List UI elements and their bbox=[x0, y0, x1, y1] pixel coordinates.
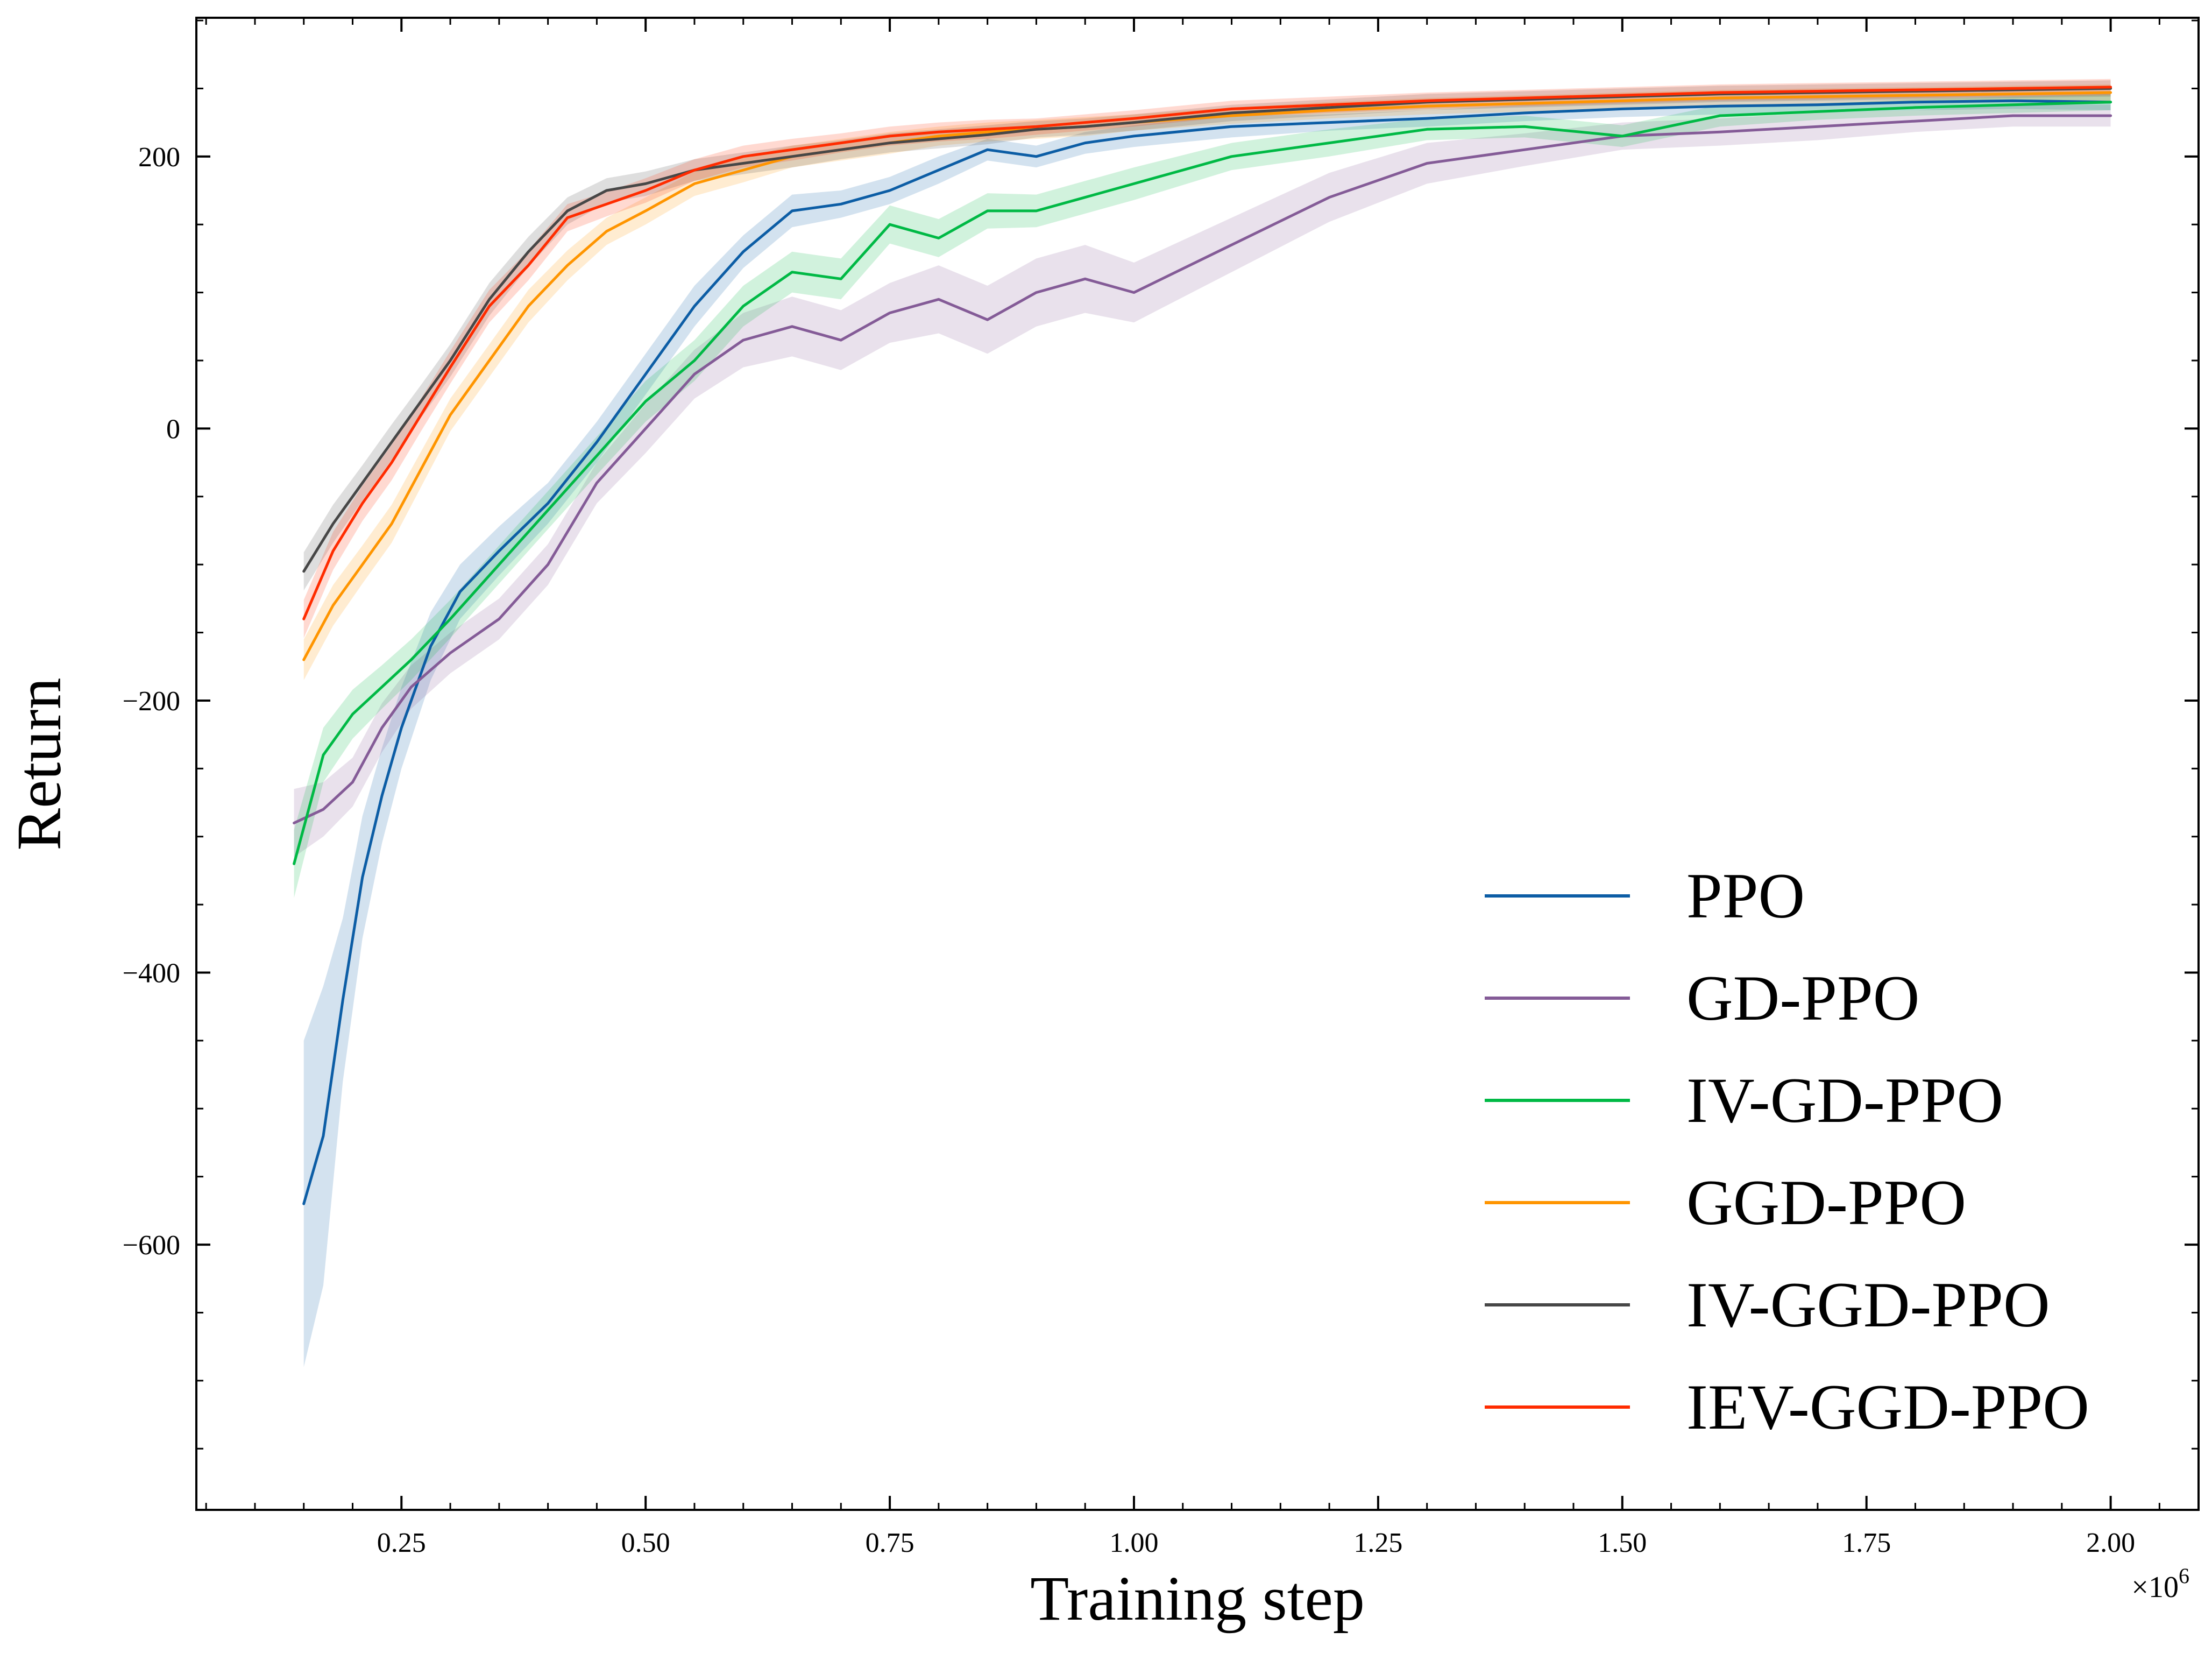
legend-label-1: GD-PPO bbox=[1686, 962, 1919, 1034]
legend-label-3: GGD-PPO bbox=[1686, 1167, 1966, 1238]
x-axis-multiplier-exponent: 6 bbox=[2179, 1564, 2189, 1588]
series-line-5 bbox=[302, 86, 2112, 620]
y-axis-ticks: −600 −400 −200 0 200 bbox=[123, 19, 2199, 1450]
x-axis-ticks: 0.25 0.50 0.75 1.00 1.25 1.50 1.75 2.00 bbox=[205, 18, 2160, 1558]
legend-label-4: IV-GGD-PPO bbox=[1686, 1269, 2050, 1340]
plot-frame bbox=[195, 17, 2200, 1511]
x-axis-multiplier-base: ×10 bbox=[2131, 1571, 2179, 1604]
x-tick-label: 0.25 bbox=[377, 1528, 426, 1558]
confidence-bands bbox=[294, 79, 2111, 1367]
x-tick-label: 1.50 bbox=[1598, 1528, 1647, 1558]
x-tick-label: 0.75 bbox=[866, 1528, 914, 1558]
y-tick-label: −400 bbox=[123, 958, 180, 989]
x-tick-label: 1.75 bbox=[1842, 1528, 1891, 1558]
legend-label-2: IV-GD-PPO bbox=[1686, 1064, 2003, 1136]
x-tick-label: 2.00 bbox=[2086, 1528, 2135, 1558]
y-tick-label: −200 bbox=[123, 686, 180, 717]
y-tick-label: 200 bbox=[138, 142, 180, 173]
x-tick-label: 1.00 bbox=[1109, 1528, 1158, 1558]
y-axis-label: Return bbox=[4, 677, 74, 850]
x-axis-multiplier: ×106 bbox=[2131, 1564, 2189, 1604]
x-axis-label: Training step bbox=[1030, 1563, 1365, 1634]
series-band-1 bbox=[294, 104, 2111, 857]
series-lines bbox=[293, 86, 2112, 1205]
series-band-2 bbox=[294, 94, 2111, 898]
legend-label-5: IEV-GGD-PPO bbox=[1686, 1371, 2089, 1443]
y-tick-label: 0 bbox=[166, 414, 180, 444]
x-tick-label: 1.25 bbox=[1353, 1528, 1402, 1558]
y-tick-label: −600 bbox=[123, 1230, 180, 1261]
legend-label-0: PPO bbox=[1686, 860, 1805, 931]
series-line-1 bbox=[293, 114, 2112, 824]
series-line-2 bbox=[293, 101, 2112, 865]
legend: PPO GD-PPO IV-GD-PPO GGD-PPO IV-GGD-PPO IEV-G… bbox=[1485, 860, 2089, 1443]
x-tick-label: 0.50 bbox=[621, 1528, 670, 1558]
series-line-0 bbox=[302, 99, 2112, 1205]
